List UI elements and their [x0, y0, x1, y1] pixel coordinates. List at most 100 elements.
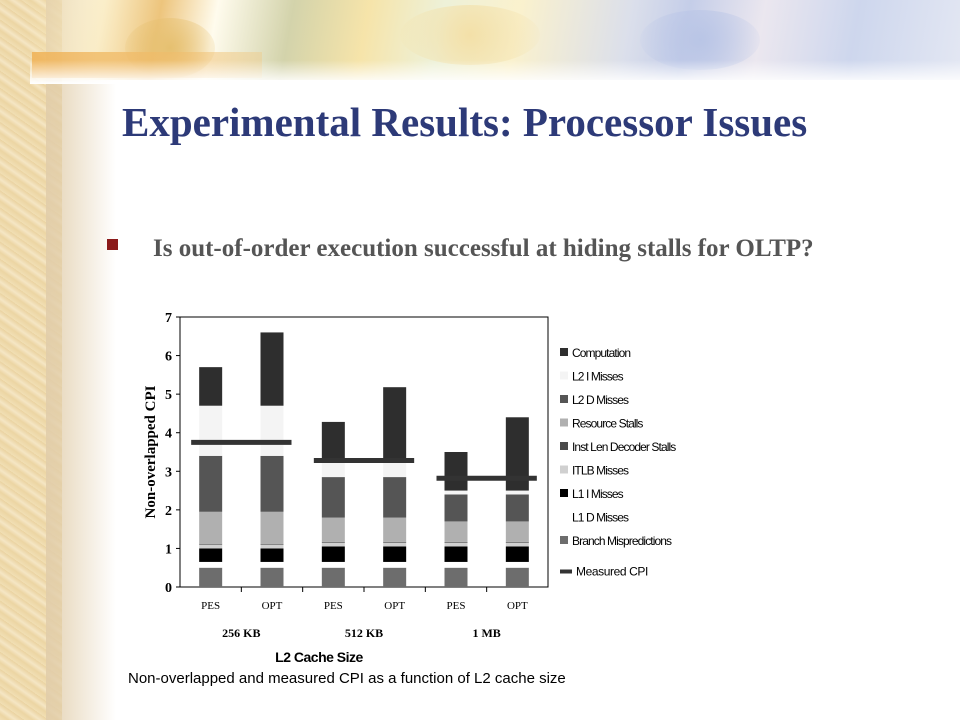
legend-swatch — [560, 371, 568, 380]
decorative-leaf-2 — [400, 5, 540, 65]
bar-segment — [383, 567, 407, 587]
y-tick-label: 6 — [165, 350, 172, 365]
bar-segment — [383, 387, 407, 460]
legend-swatch — [560, 395, 568, 403]
bar-segment — [383, 561, 407, 568]
bar-segment — [321, 561, 345, 568]
legend-swatch — [560, 512, 568, 521]
x-axis-label: L2 Cache Size — [275, 649, 363, 665]
bar-segment — [505, 417, 529, 491]
legend-swatch — [560, 442, 568, 450]
bar-segment — [260, 543, 284, 545]
bullet-square-icon — [107, 239, 118, 250]
bar-segment — [505, 490, 529, 495]
bar-segment — [444, 561, 468, 568]
x-tick-label: OPT — [384, 600, 405, 612]
y-tick-label: 0 — [165, 581, 172, 596]
x-tick-label: OPT — [507, 600, 528, 612]
bar-segment — [321, 546, 345, 562]
bar-segment — [260, 544, 284, 549]
bar-segment — [444, 494, 468, 522]
bar-segment — [199, 367, 223, 406]
bar-segment — [321, 477, 345, 518]
bar-segment — [321, 567, 345, 587]
x-tick-label: PES — [324, 600, 343, 612]
bar-segment — [321, 541, 345, 543]
legend-swatch — [560, 489, 568, 497]
bar-segment — [260, 405, 284, 456]
bar-segment — [505, 494, 529, 522]
bar-segment — [321, 517, 345, 542]
y-tick-label: 1 — [165, 542, 172, 557]
legend-swatch — [560, 348, 568, 356]
legend-label: L2 D Misses — [572, 393, 629, 407]
bar-segment — [199, 548, 223, 562]
plot-frame — [179, 316, 549, 588]
bar-segment — [383, 542, 407, 547]
bar-segment — [505, 546, 529, 562]
bar-segment — [444, 521, 468, 542]
bar-segment — [199, 455, 223, 512]
x-group-label: 512 KB — [345, 626, 383, 640]
slide-title: Experimental Results: Processor Issues — [122, 99, 808, 145]
legend-label: ITLB Misses — [572, 464, 629, 478]
bar-segment — [444, 452, 468, 491]
y-tick-label: 7 — [165, 311, 172, 326]
bar-segment — [260, 561, 284, 568]
legend-label: Branch Mispredictions — [572, 534, 672, 548]
legend-label: L1 I Misses — [572, 487, 624, 501]
legend-swatch — [560, 536, 568, 544]
y-axis-label: Non-overlapped CPI — [143, 385, 159, 518]
y-tick-label: 4 — [165, 427, 172, 442]
bar-segment — [383, 477, 407, 518]
bar-segment — [199, 405, 223, 456]
bar-segment — [199, 561, 223, 568]
decorative-banner-fade — [30, 60, 960, 84]
cpi-chart-svg: 0 1 2 3 4 5 6 7 Non-overlapped CPI PES OPT PES OPT PE… — [143, 311, 677, 665]
legend-swatch — [560, 465, 568, 474]
legend-label: Resource Stalls — [572, 417, 643, 431]
y-tick-label: 3 — [165, 465, 172, 480]
bar-segment — [505, 541, 529, 543]
chart-caption: Non-overlapped and measured CPI as a fun… — [128, 668, 628, 692]
bar-segment — [321, 542, 345, 547]
bar-segment — [444, 567, 468, 587]
bar-segment — [505, 542, 529, 547]
bar-segment — [260, 548, 284, 562]
x-tick-label: PES — [201, 600, 220, 612]
bar-segment — [260, 455, 284, 512]
bar-segment — [260, 511, 284, 544]
x-tick-label: OPT — [262, 600, 283, 612]
legend-label: L2 I Misses — [572, 370, 624, 384]
legend-label: Computation — [572, 346, 630, 360]
bar-segment — [199, 511, 223, 544]
y-tick-label: 2 — [165, 504, 172, 519]
bar-segment — [383, 541, 407, 543]
bar-segment — [321, 459, 345, 478]
bar-segment — [199, 543, 223, 545]
x-group-label: 256 KB — [222, 626, 260, 640]
legend-swatch — [560, 418, 568, 427]
bar-segment — [444, 490, 468, 495]
bar-segment — [260, 567, 284, 587]
bar-segment — [321, 421, 345, 460]
x-tick-label: PES — [447, 600, 466, 612]
bar-segment — [505, 521, 529, 542]
legend-label: L1 D Misses — [572, 511, 629, 525]
bar-segment — [444, 542, 468, 547]
bar-segment — [505, 561, 529, 568]
legend-label: Measured CPI — [576, 565, 648, 579]
bar-segment — [444, 541, 468, 543]
bar-segment — [383, 546, 407, 562]
bullet-question: Is out-of-order execution successful at … — [153, 235, 814, 262]
bar-segment — [444, 546, 468, 562]
cpi-chart: 0 1 2 3 4 5 6 7 Non-overlapped CPI PES OPT PES OPT PE… — [128, 305, 708, 665]
y-tick-label: 5 — [165, 388, 172, 403]
bar-segment — [199, 567, 223, 587]
x-group-label: 1 MB — [472, 626, 500, 640]
bar-segment — [505, 567, 529, 587]
bar-segment — [260, 332, 284, 406]
legend-label: Inst Len Decoder Stalls — [572, 440, 676, 454]
decorative-side-shade — [46, 0, 116, 720]
bar-segment — [383, 517, 407, 542]
